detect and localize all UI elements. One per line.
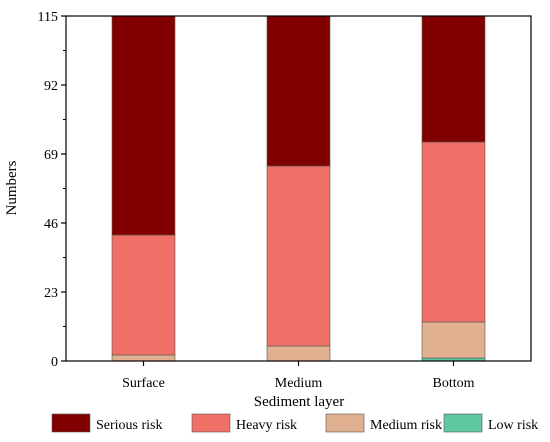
x-tick-label-surface: Surface bbox=[122, 376, 165, 391]
y-axis-label: Numbers bbox=[4, 160, 20, 215]
bar-segment-medium-risk-bottom bbox=[421, 321, 486, 359]
bar-segment-serious-risk-surface bbox=[111, 15, 176, 236]
bar-segment-serious-risk-bottom bbox=[421, 15, 486, 143]
legend: Serious risk Heavy risk Medium risk Low ris… bbox=[51, 413, 538, 433]
bar-segment-serious-risk-medium bbox=[266, 15, 331, 167]
bar-segment-heavy-risk-bottom bbox=[421, 141, 486, 323]
x-axis-label: Sediment layer bbox=[254, 394, 344, 410]
y-tick-label: 92 bbox=[44, 79, 58, 94]
legend-label-heavy-risk: Heavy risk bbox=[236, 418, 297, 433]
legend-swatch-medium-risk bbox=[325, 413, 365, 433]
legend-label-serious-risk: Serious risk bbox=[96, 418, 163, 433]
bars-layer bbox=[111, 15, 486, 362]
y-tick-label: 0 bbox=[51, 355, 58, 370]
y-tick-label: 46 bbox=[44, 217, 58, 232]
legend-swatch-serious-risk bbox=[51, 413, 91, 433]
y-tick-label: 115 bbox=[38, 10, 58, 25]
legend-swatch-low-risk bbox=[443, 413, 483, 433]
bar-segment-heavy-risk-medium bbox=[266, 165, 331, 347]
bar-segment-medium-risk-medium bbox=[266, 345, 331, 362]
y-tick-label: 23 bbox=[44, 286, 58, 301]
x-tick-label-bottom: Bottom bbox=[432, 376, 474, 391]
legend-swatch-heavy-risk bbox=[191, 413, 231, 433]
axes-layer: 0 23 46 69 92 115 Surface Medium Bottom bbox=[38, 10, 532, 391]
bar-segment-medium-risk-surface bbox=[111, 354, 176, 362]
x-tick-label-medium: Medium bbox=[275, 376, 323, 391]
y-tick-label: 69 bbox=[44, 148, 58, 163]
legend-label-low-risk: Low risk bbox=[488, 418, 538, 433]
legend-label-medium-risk: Medium risk bbox=[370, 418, 442, 433]
bar-segment-heavy-risk-surface bbox=[111, 234, 176, 356]
